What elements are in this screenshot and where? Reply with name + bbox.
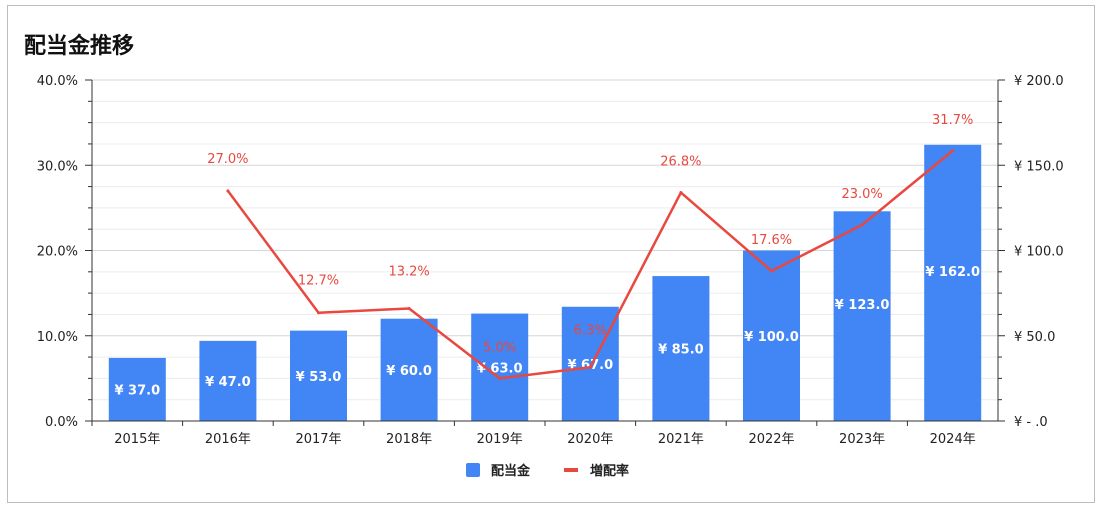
line-label: 23.0% [841,187,882,202]
line-point [407,306,411,310]
bar-label: ¥ 85.0 [658,343,704,358]
legend-swatch-line [564,468,578,472]
bar-2021年 [652,276,710,421]
bar-label: ¥ 123.0 [835,298,890,313]
line-point [860,223,864,227]
legend-label-line: 増配率 [590,463,629,479]
left-tick-label: 0.0% [45,415,78,430]
line-point [226,189,230,193]
x-tick-label: 2024年 [930,432,976,447]
x-tick-label: 2016年 [205,432,251,447]
bar-series [108,144,982,422]
bar-2024年 [924,144,982,422]
bar-label: ¥ 162.0 [925,265,980,280]
line-label: 5.0% [483,340,516,355]
line-point [770,269,773,273]
legend-label-bar: 配当金 [491,463,531,479]
line-value-labels: 27.0% 12.7% 13.2% 5.0% 6.3% 26.8% 17.6% 23.0% 31… [207,113,973,356]
bar-value-labels: ¥ 37.0¥ 47.0 ¥ 53.0 ¥ 60.0 ¥ 63.0 ¥ 67.0¥ 85… [114,265,980,399]
bar-label: ¥ 37.0 [114,383,160,398]
x-tick-label: 2018年 [386,432,432,447]
bar-2019年 [471,313,529,421]
left-tick-label: 10.0% [37,330,78,345]
line-point [679,191,683,195]
axes: 0.0% 10.0% 20.0% 30.0% 40.0% ¥ - .0 ¥ 50.0 ¥ 10… [37,74,1064,447]
left-tick-label: 20.0% [37,245,78,260]
x-tick-label: 2021年 [658,432,704,447]
bar-2018年 [380,318,438,421]
line-label: 31.7% [932,113,973,128]
chart-title: 配当金推移 [24,34,135,59]
line-label: 27.0% [207,152,248,167]
bar-2023年 [833,211,891,421]
bar-2016年 [199,340,257,421]
x-tick-label: 2020年 [567,432,613,447]
x-tick-label: 2017年 [295,432,341,447]
line-label: 17.6% [751,233,792,248]
bar-label: ¥ 63.0 [477,361,523,376]
bar-label: ¥ 60.0 [386,364,432,379]
x-tick-label: 2022年 [748,432,794,447]
x-tick-label: 2023年 [839,432,885,447]
line-label: 6.3% [574,323,607,338]
line-label: 13.2% [388,264,429,279]
bar-label: ¥ 100.0 [744,330,799,345]
right-tick-label: ¥ 150.0 [1014,159,1064,174]
bar-2020年 [561,306,619,421]
right-tick-label: ¥ 50.0 [1014,330,1055,345]
bar-2015年 [108,357,166,421]
line-series [226,149,955,380]
line-point [317,311,320,315]
legend: 配当金 増配率 [466,463,629,479]
line-label: 26.8% [660,155,701,170]
legend-swatch-bar [466,463,480,477]
bar-label: ¥ 53.0 [296,370,342,385]
chart-frame [7,5,1095,503]
line-point [498,376,502,380]
right-tick-label: ¥ - .0 [1014,415,1048,430]
right-tick-label: ¥ 100.0 [1014,245,1064,260]
left-tick-label: 40.0% [37,74,78,89]
left-tick-label: 30.0% [37,159,78,174]
x-tick-label: 2019年 [477,432,523,447]
line-point [588,365,592,369]
line-point [951,149,955,153]
bar-2017年 [290,330,347,421]
bar-2022年 [743,250,800,421]
bar-label: ¥ 47.0 [205,375,251,390]
line-label: 12.7% [298,274,339,289]
right-tick-label: ¥ 200.0 [1014,74,1064,89]
x-tick-label: 2015年 [114,432,160,447]
